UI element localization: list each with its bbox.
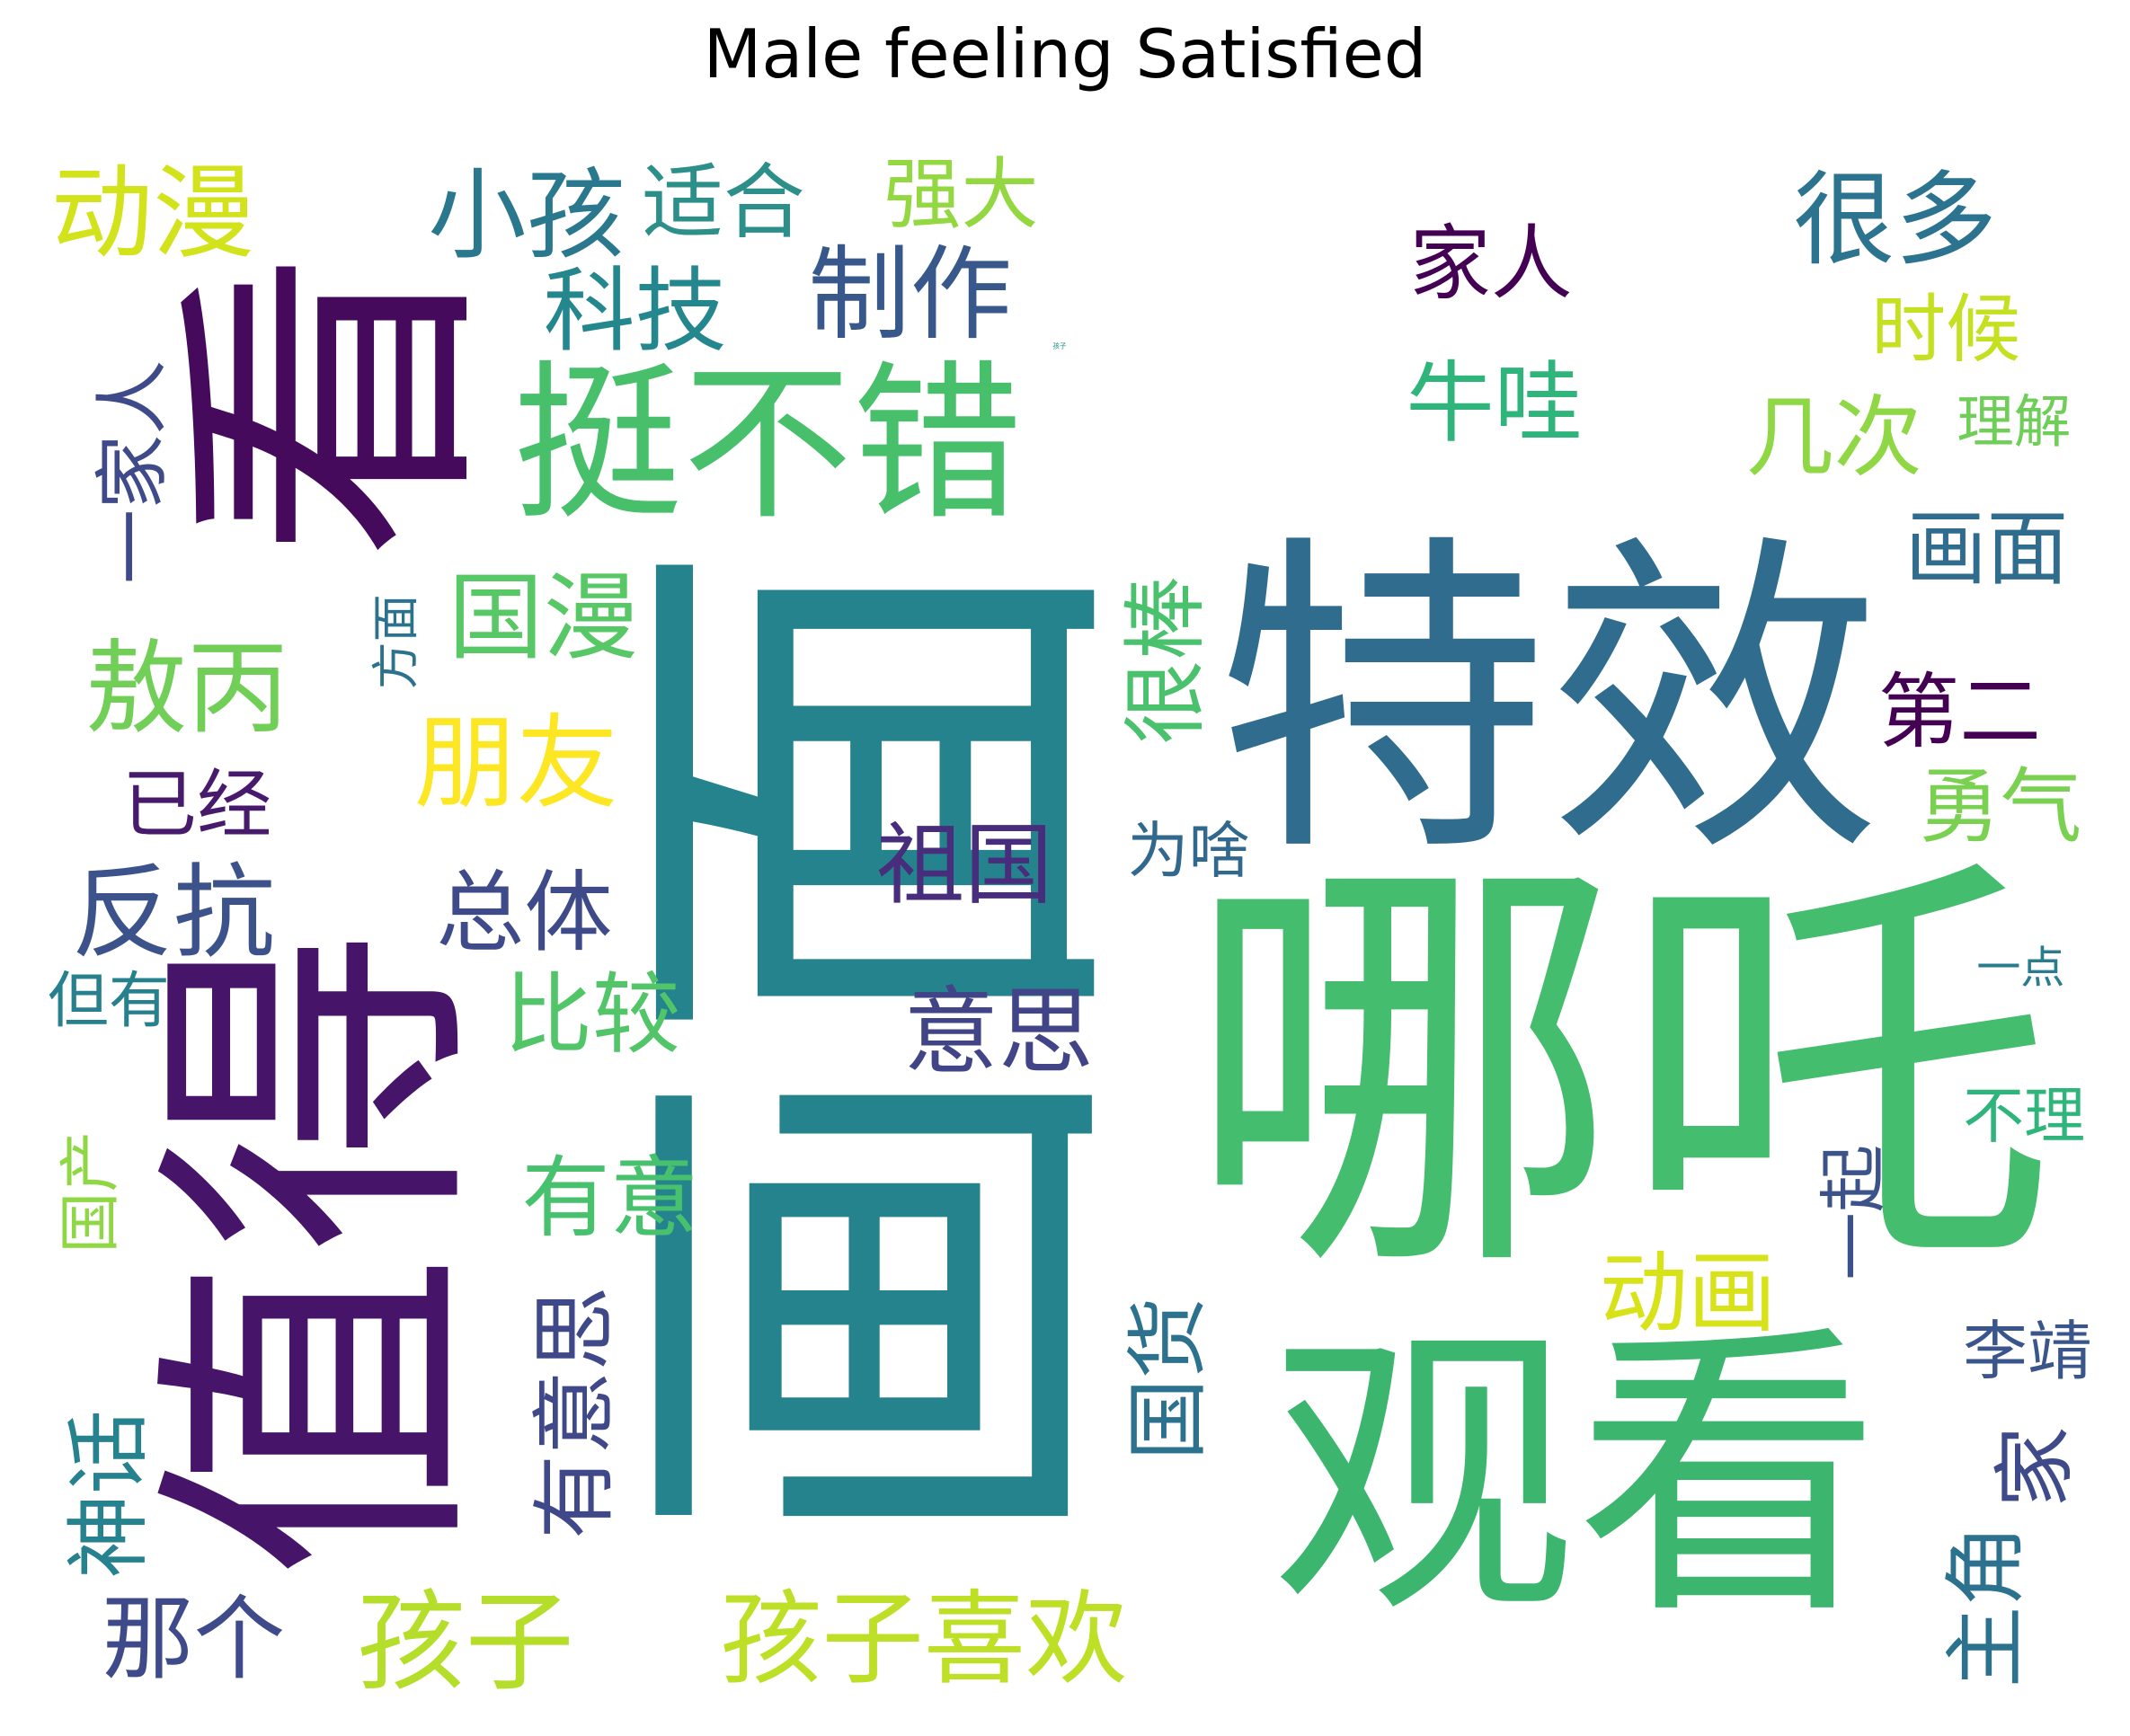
word-国货: 国货 (1122, 1297, 1217, 1461)
word-总体: 总体 (436, 862, 613, 965)
word-值得: 值得 (128, 926, 509, 1580)
word-动画: 动画 (1599, 1242, 1777, 1345)
word-比较: 比较 (503, 963, 681, 1067)
word-已经: 已经 (122, 761, 272, 849)
word-哪吒: 哪吒 (1185, 819, 2055, 1326)
word-反抗: 反抗 (71, 853, 276, 972)
word-一起: 一起 (1814, 1144, 1894, 1280)
word-家: 家 (1988, 1426, 2083, 1509)
word-理解: 理解 (1957, 388, 2072, 456)
word-牛哇: 牛哇 (1406, 352, 1583, 456)
word-勇气: 勇气 (1918, 760, 2082, 855)
word-观看: 观看 (1270, 1298, 1882, 1655)
word-家人: 家人 (1409, 217, 1573, 312)
word-有意思: 有意思 (527, 1286, 626, 1539)
word-神话: 神话 (60, 1410, 159, 1579)
word-意思: 意思 (903, 977, 1094, 1088)
word-主角: 主角 (1939, 1524, 2034, 1688)
word-不理: 不理 (1963, 1081, 2086, 1153)
chart-title: Male feeling Satisfied (703, 14, 1427, 93)
word-祖国: 祖国 (875, 814, 1053, 917)
word-制作: 制作 (808, 235, 1013, 355)
word-很棒: 很棒 (1117, 576, 1216, 745)
word-李靖: 李靖 (1963, 1313, 2092, 1389)
word-敖丙: 敖丙 (84, 629, 289, 748)
word-很多: 很多 (1793, 160, 1997, 279)
word-时候: 时候 (1871, 286, 2021, 374)
word-特效: 特效 (1215, 509, 1882, 897)
word-为啥: 为啥 (1127, 816, 1250, 888)
word-国产: 国产 (56, 1130, 128, 1253)
word-但有: 但有 (47, 965, 170, 1037)
word-一家人: 一家人 (88, 359, 176, 585)
word-孩子: 孩子 (1052, 341, 1067, 350)
word-挺不错: 挺不错 (512, 345, 1023, 544)
word-科技: 科技 (543, 258, 727, 366)
word-第二: 第二 (1877, 665, 2041, 760)
word-孩子: 孩子 (356, 1579, 574, 1706)
word-适合: 适合 (642, 155, 805, 251)
word-那个: 那个 (102, 1586, 286, 1694)
word-朋友: 朋友 (413, 704, 618, 823)
word-小孩: 小孩 (428, 157, 626, 273)
word-画面: 画面 (1904, 501, 2069, 597)
word-看: 看 (150, 247, 515, 561)
word-孩子喜欢: 孩子喜欢 (720, 1580, 1128, 1699)
word-有意: 有意 (521, 1147, 698, 1250)
word-几次: 几次 (1745, 386, 1922, 490)
word-国漫: 国漫 (448, 562, 639, 673)
word-强大: 强大 (883, 149, 1039, 240)
word-一点: 一点 (1976, 941, 2065, 994)
word-方面: 方面 (368, 594, 424, 690)
word-动漫: 动漫 (50, 154, 255, 273)
